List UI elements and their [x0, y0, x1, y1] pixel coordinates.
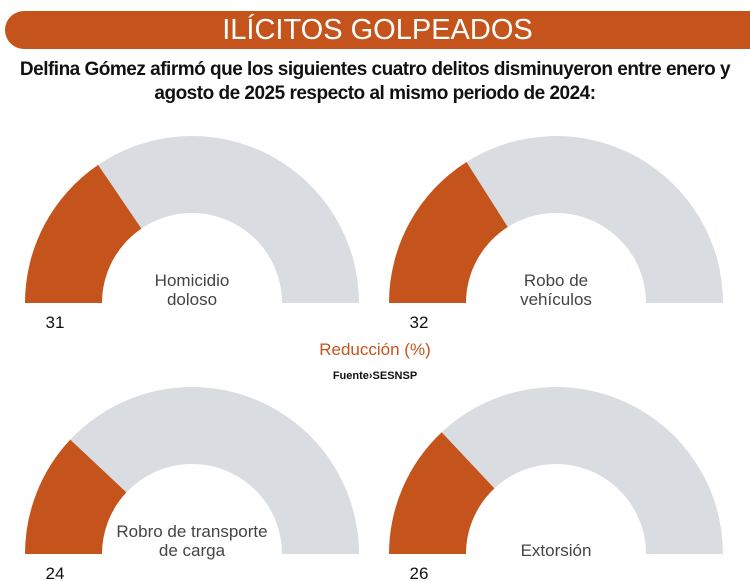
subtitle: Delfina Gómez afirmó que los siguientes …: [0, 58, 750, 106]
page-title: ILÍCITOS GOLPEADOS: [222, 13, 533, 46]
gauge-label-line-1: Robo de: [524, 271, 588, 290]
source-note: Fuente›SESNSP: [332, 370, 418, 382]
gauge-value-label: 26: [410, 564, 429, 581]
gauge-label-line-2: vehículos: [520, 290, 592, 309]
gauge-label-line-2: de carga: [159, 541, 226, 560]
subtitle-line-2: agosto de 2025 respecto al mismo periodo…: [154, 83, 596, 104]
gauge-label-line-2: doloso: [167, 290, 217, 309]
gauge-value-label: 31: [46, 313, 65, 332]
gauge-label-line-1: Homicidio: [155, 271, 230, 290]
subtitle-line-1: Delfina Gómez afirmó que los siguientes …: [19, 59, 731, 80]
gauge-value-label: 24: [46, 564, 65, 581]
gauge-track: [98, 135, 359, 303]
gauge-value-arc: [25, 164, 142, 303]
legend-label: Reducción (%): [319, 340, 431, 359]
gauge-track: [70, 387, 359, 554]
gauge-value-arc: [389, 161, 508, 303]
gauge-track: [441, 387, 723, 554]
gauge-label-line-2: Extorsión: [521, 541, 592, 560]
gauge-track: [466, 136, 723, 303]
gauge-value-label: 32: [410, 313, 429, 332]
gauge-label-line-1: Robro de transporte: [116, 522, 267, 541]
gauge-value-arc: [25, 439, 127, 554]
title-banner: ILÍCITOS GOLPEADOS: [5, 11, 750, 49]
gauge-value-arc: [389, 432, 495, 554]
